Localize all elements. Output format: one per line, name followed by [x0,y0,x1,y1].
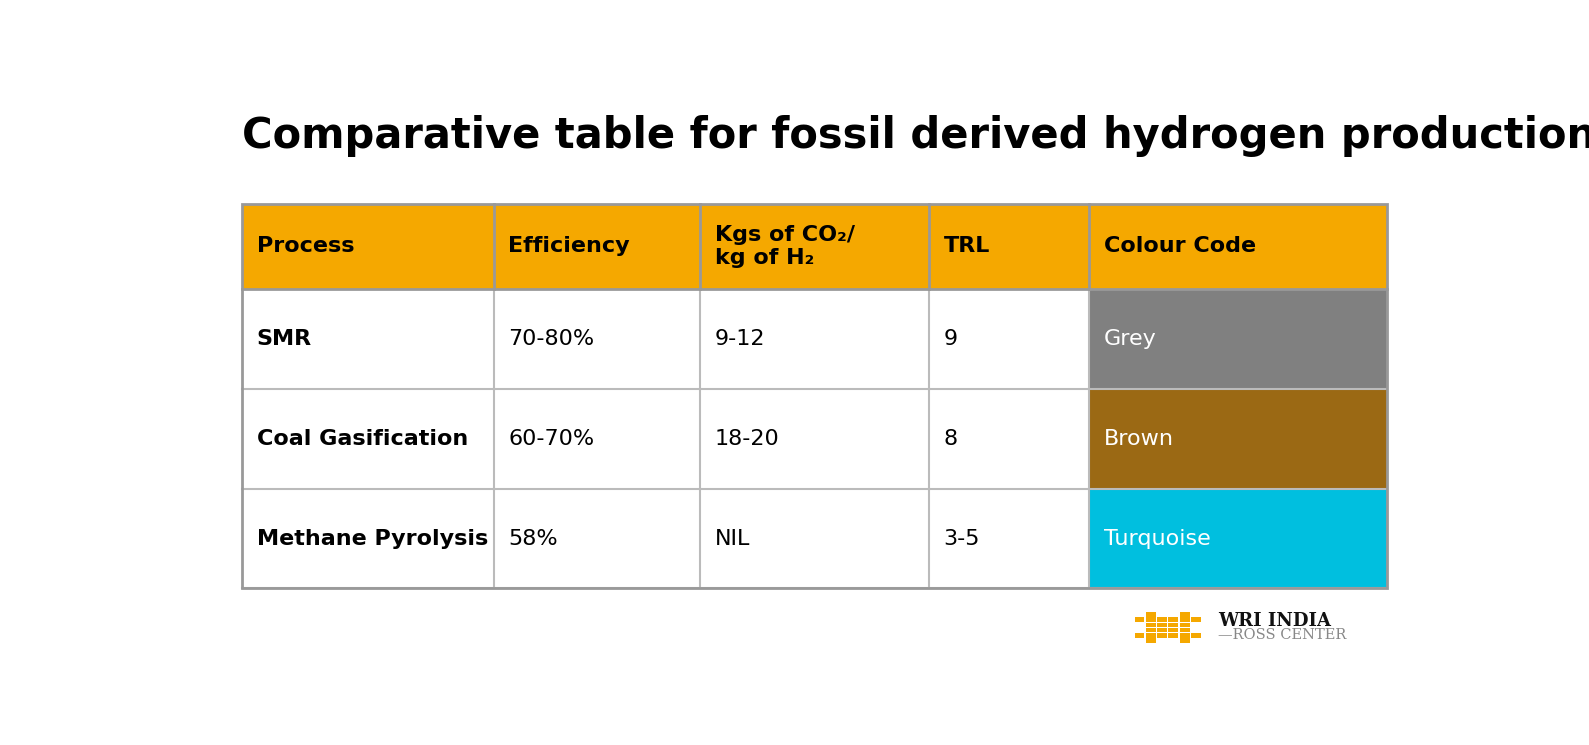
Text: NIL: NIL [715,528,750,548]
Bar [1179,612,1190,617]
Text: 9: 9 [944,329,958,349]
Bar [1088,389,1387,489]
Bar [1146,628,1155,633]
Bar [242,204,1387,589]
Text: Comparative table for fossil derived hydrogen production pathways: Comparative table for fossil derived hyd… [242,115,1589,157]
Bar [1168,623,1179,627]
Text: 58%: 58% [508,528,558,548]
Text: Efficiency: Efficiency [508,236,631,256]
Text: TRL: TRL [944,236,990,256]
Bar [1146,638,1155,643]
Text: Brown: Brown [1104,428,1174,448]
Bar [1179,633,1190,638]
Text: Coal Gasification: Coal Gasification [256,428,467,448]
Bar [1088,489,1387,589]
Text: Process: Process [256,236,354,256]
Bar [1135,633,1144,638]
Text: 70-80%: 70-80% [508,329,594,349]
Bar [1088,288,1387,389]
Bar [1192,618,1201,622]
Bar [1179,628,1190,633]
Text: Turquoise: Turquoise [1104,528,1211,548]
Text: 60-70%: 60-70% [508,428,594,448]
Bar [1146,633,1155,638]
Text: Kgs of CO₂/
kg of H₂: Kgs of CO₂/ kg of H₂ [715,225,855,268]
Bar [1168,628,1179,633]
Bar [1146,623,1155,627]
Text: SMR: SMR [256,329,311,349]
Bar [1179,618,1190,622]
Bar [1179,623,1190,627]
Text: WRI INDIA: WRI INDIA [1219,612,1332,630]
Text: Grey: Grey [1104,329,1157,349]
Bar [242,204,1387,288]
Text: —ROSS CENTER: —ROSS CENTER [1219,628,1346,641]
Text: 18-20: 18-20 [715,428,779,448]
Text: 8: 8 [944,428,958,448]
Bar [1135,618,1144,622]
Text: 9-12: 9-12 [715,329,766,349]
Text: 3-5: 3-5 [944,528,980,548]
Bar [1157,628,1166,633]
Bar [1157,633,1166,638]
Bar [242,288,1088,389]
Bar [242,389,1088,489]
Bar [1157,618,1166,622]
Bar [1157,623,1166,627]
Bar [1146,618,1155,622]
Text: Methane Pyrolysis: Methane Pyrolysis [256,528,488,548]
Bar [1146,612,1155,617]
Bar [1168,633,1179,638]
Bar [242,489,1088,589]
Bar [1179,638,1190,643]
Bar [1168,618,1179,622]
Text: Colour Code: Colour Code [1104,236,1257,256]
Bar [1192,633,1201,638]
